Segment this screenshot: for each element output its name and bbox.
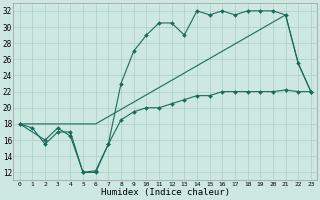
X-axis label: Humidex (Indice chaleur): Humidex (Indice chaleur) [101, 188, 230, 197]
